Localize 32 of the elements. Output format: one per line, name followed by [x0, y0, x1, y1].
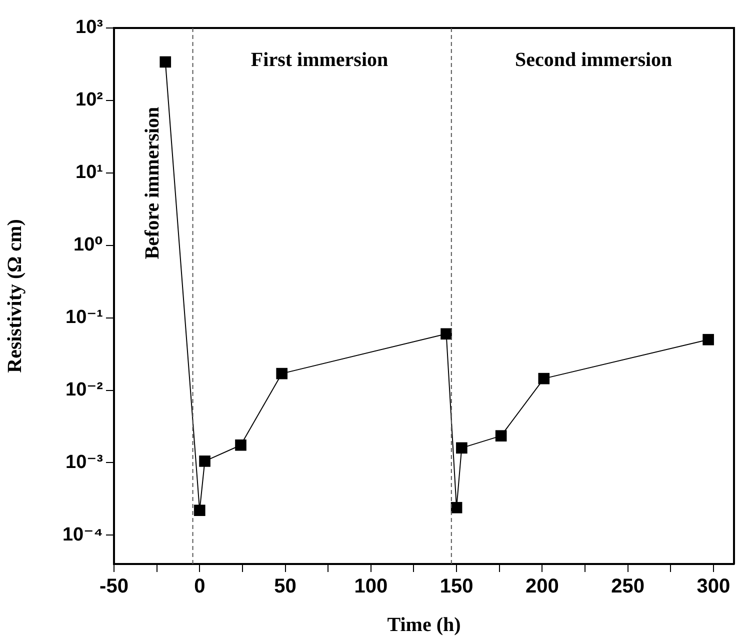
point — [194, 504, 206, 516]
annotation: Second immersion — [514, 49, 672, 72]
annotation: First immersion — [250, 49, 388, 72]
point — [702, 334, 714, 346]
point — [199, 456, 210, 467]
y-tick-label: 10³ — [76, 17, 103, 38]
point — [538, 372, 550, 384]
y-tick-label: 10⁻³ — [66, 452, 103, 473]
x-axis-title: Time (h) — [387, 614, 461, 636]
y-axis-title: Resistivity (Ω cm) — [4, 219, 26, 373]
y-tick-label: 10¹ — [76, 162, 103, 184]
x-tick-label: 0 — [194, 576, 206, 598]
x-tick-label: 200 — [525, 576, 559, 598]
x-tick-label: 100 — [354, 576, 388, 598]
x-tick-label: 250 — [611, 576, 644, 598]
y-tick-label: 10⁻² — [66, 379, 103, 400]
point — [495, 430, 507, 442]
y-tick-label: 10² — [76, 90, 103, 111]
point — [160, 56, 172, 68]
y-tick-label: 10⁻¹ — [66, 307, 103, 328]
x-tick-label: 300 — [696, 576, 730, 598]
y-tick-label: 10⁰ — [74, 234, 103, 256]
x-tick-label: 150 — [440, 576, 474, 598]
point — [440, 328, 452, 340]
x-tick-label: 50 — [274, 576, 296, 598]
point — [450, 502, 462, 514]
point — [456, 442, 468, 454]
x-tick-label: -50 — [100, 576, 128, 598]
point — [235, 439, 246, 451]
point — [276, 368, 288, 380]
y-tick-label: 10⁻⁴ — [62, 524, 103, 546]
annotation: Before immersion — [142, 106, 164, 260]
